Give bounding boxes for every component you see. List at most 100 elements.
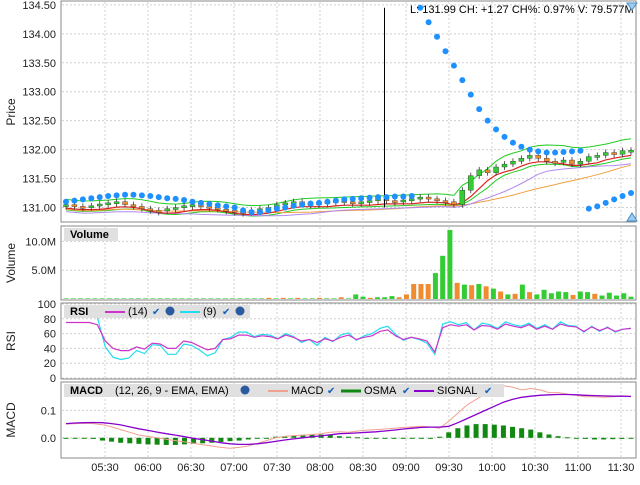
sar-dot xyxy=(214,202,221,209)
candle-body xyxy=(577,161,584,165)
candle-body xyxy=(63,204,69,207)
time-tick-label: 10:00 xyxy=(478,462,506,474)
candle-body xyxy=(164,208,170,212)
osma-bar xyxy=(181,437,187,445)
moving-average-mid xyxy=(65,163,632,217)
volume-bar xyxy=(454,282,460,299)
rsi-tick-label: 20 xyxy=(44,358,56,370)
osma-check-icon[interactable]: ✔ xyxy=(402,386,410,397)
volume-bar xyxy=(251,298,257,299)
osma-bar xyxy=(619,437,625,439)
osma-bar xyxy=(227,437,233,442)
sar-dot xyxy=(105,192,112,199)
osma-legend-label: OSMA xyxy=(364,385,397,397)
sar-dot xyxy=(96,194,103,201)
time-tick-label: 06:30 xyxy=(177,462,205,474)
candle-body xyxy=(603,152,609,156)
rsi14-check-icon[interactable]: ✔ xyxy=(152,307,160,318)
candle-body xyxy=(552,161,558,164)
time-tick-label: 05:30 xyxy=(91,462,119,474)
sar-dot xyxy=(63,198,69,205)
rsi9-line xyxy=(65,313,632,361)
sar-dot xyxy=(602,199,609,206)
macd-legend-label: MACD xyxy=(291,385,323,397)
osma-bar xyxy=(90,437,96,439)
sar-dot xyxy=(79,196,86,203)
volume-bar xyxy=(389,296,395,299)
candle-body xyxy=(417,196,423,200)
sar-dot xyxy=(400,193,407,200)
moving-average-fast xyxy=(65,154,632,216)
time-tick-label: 10:30 xyxy=(521,462,549,474)
price-panel[interactable] xyxy=(60,0,637,223)
candle-body xyxy=(560,159,567,163)
osma-bar xyxy=(300,435,306,438)
volume-bar xyxy=(403,294,409,299)
osma-bar xyxy=(510,426,516,438)
sar-dot xyxy=(130,191,137,198)
sar-dot xyxy=(375,194,382,201)
price-tick-label: 134.50 xyxy=(22,0,56,12)
osma-bar xyxy=(136,437,142,444)
sar-dot xyxy=(518,143,525,150)
sar-dot xyxy=(450,62,457,69)
sar-dot xyxy=(341,196,348,203)
candle-body xyxy=(569,159,575,165)
volume-bar xyxy=(563,292,569,299)
price-info-readout: L: 131.99 CH: +1.27 CH%: 0.97% V: 79.577… xyxy=(410,4,634,16)
osma-bar xyxy=(72,437,78,439)
volume-bar xyxy=(628,296,634,299)
candle-body xyxy=(181,205,187,208)
osma-bar xyxy=(127,437,133,444)
candle-body xyxy=(442,200,449,203)
sar-dot xyxy=(391,193,398,200)
volume-bar xyxy=(548,293,554,299)
osma-bar xyxy=(118,437,124,443)
volume-bar xyxy=(360,296,366,299)
osma-bar xyxy=(109,437,115,442)
macd-check-icon[interactable]: ✔ xyxy=(327,386,335,397)
macd-line xyxy=(65,385,632,449)
volume-bar xyxy=(534,294,540,299)
rsi9-settings-icon[interactable] xyxy=(235,306,245,316)
osma-bar xyxy=(291,435,297,438)
volume-bar xyxy=(614,295,620,299)
volume-tick-label: 10.0M xyxy=(25,236,56,248)
macd-settings-icon[interactable] xyxy=(240,385,250,395)
sar-dot xyxy=(315,199,322,206)
sar-dot xyxy=(197,199,204,206)
osma-bar xyxy=(628,437,634,439)
macd-tick-label: 0.0 xyxy=(41,433,56,445)
macd-tag: MACD xyxy=(70,385,103,397)
volume-bar xyxy=(469,285,475,299)
volume-bar xyxy=(230,298,236,299)
volume-bar xyxy=(317,297,323,299)
volume-bar xyxy=(498,291,504,299)
osma-bar xyxy=(236,437,242,441)
volume-bar xyxy=(374,297,380,299)
osma-bar xyxy=(81,437,87,439)
scroll-down-handle[interactable] xyxy=(626,212,638,222)
sar-dot xyxy=(332,197,339,204)
macd-params: (12, 26, 9 - EMA, EMA) xyxy=(115,385,229,397)
signal-check-icon[interactable]: ✔ xyxy=(484,386,492,397)
candle-body xyxy=(459,189,466,205)
candle-body xyxy=(366,200,373,203)
osma-bar xyxy=(464,425,470,438)
price-tick-label: 132.00 xyxy=(22,145,56,157)
volume-bar xyxy=(302,298,308,299)
rsi-tick-label: 80 xyxy=(44,314,56,326)
osma-bar xyxy=(601,437,607,440)
sar-dot xyxy=(147,192,154,199)
scroll-up-handle[interactable] xyxy=(626,2,638,11)
osma-bar xyxy=(610,437,616,440)
volume-bar xyxy=(585,292,591,299)
osma-bar xyxy=(409,437,415,439)
sar-dot xyxy=(408,192,415,199)
sar-dot xyxy=(459,77,466,84)
volume-bar xyxy=(519,284,525,299)
rsi9-check-icon[interactable]: ✔ xyxy=(222,307,230,318)
volume-panel[interactable] xyxy=(60,225,637,301)
rsi14-settings-icon[interactable] xyxy=(165,306,175,316)
